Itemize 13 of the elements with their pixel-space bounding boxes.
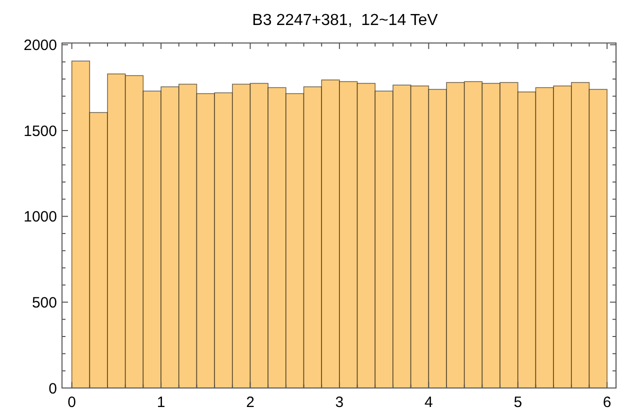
y-tick-label: 2000 xyxy=(24,36,57,54)
x-tick-label: 4 xyxy=(424,394,433,411)
x-tick-label: 5 xyxy=(514,394,522,411)
x-tick-label: 0 xyxy=(68,394,76,411)
x-tick-label: 1 xyxy=(156,394,166,411)
chart-title: B3 2247+381, 12~14 TeV xyxy=(252,12,438,29)
y-tick-label: 0 xyxy=(48,380,57,398)
x-tick-label: 2 xyxy=(246,394,254,411)
x-tick-label: 6 xyxy=(602,394,612,411)
y-tick-label: 1500 xyxy=(24,122,57,140)
y-tick-label: 1000 xyxy=(24,208,57,226)
x-tick-label: 3 xyxy=(335,394,344,411)
y-tick-label: 500 xyxy=(32,294,57,312)
